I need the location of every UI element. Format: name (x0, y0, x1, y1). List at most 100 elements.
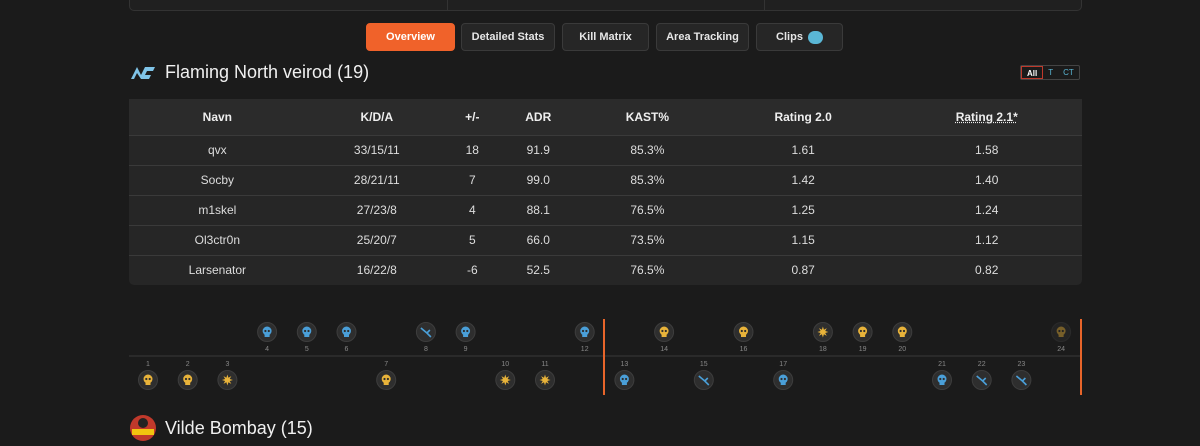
eye (188, 377, 191, 381)
round-icon (217, 370, 238, 390)
cell: 33/15/11 (305, 134, 448, 165)
cell: 1.58 (891, 134, 1082, 165)
round-icon (932, 370, 952, 390)
tab[interactable]: Kill Matrix (562, 23, 649, 51)
cell: 28/21/11 (305, 164, 448, 195)
round-icon (415, 322, 436, 342)
tab[interactable]: Area Tracking (656, 23, 749, 51)
cell: 91.9 (496, 134, 580, 165)
round-number: 19 (859, 346, 867, 353)
round-number: 3 (225, 361, 229, 368)
cell: 76.5% (579, 254, 715, 285)
filter-option[interactable]: T (1048, 68, 1054, 77)
skull (659, 326, 669, 336)
cell: 52.5 (496, 254, 580, 285)
explosion (221, 374, 233, 386)
eye (148, 377, 151, 381)
round-icon (376, 370, 397, 390)
skull-jaw (860, 334, 866, 337)
defuse (976, 375, 988, 386)
eye (304, 329, 307, 333)
skull (262, 326, 272, 336)
eye (942, 377, 945, 381)
round-icon (336, 322, 357, 342)
round-number: 20 (898, 346, 906, 353)
round-number: 13 (621, 361, 629, 368)
eye (267, 329, 270, 333)
defuse (1015, 375, 1027, 386)
round-number: 4 (265, 346, 269, 353)
round-icon (892, 322, 913, 342)
round-number: 18 (819, 346, 827, 353)
eye (661, 329, 664, 333)
stats-table: Navn K/D/A +/- ADR KAST% Rating 2.0 Rating 2.1… (129, 99, 1082, 285)
skull-jaw (661, 334, 667, 337)
cell: m1skel (129, 194, 306, 225)
round-number: 16 (740, 346, 748, 353)
round-number: 15 (700, 361, 708, 368)
cell: 1.12 (891, 224, 1082, 255)
skull-jaw (1058, 334, 1064, 337)
eye (264, 329, 267, 333)
round-icon (852, 322, 873, 342)
column-header: ADR (496, 99, 580, 135)
skull-jaw (582, 334, 588, 337)
tab[interactable]: Detailed Stats (461, 23, 555, 51)
round-icon (257, 322, 278, 342)
eye (462, 329, 465, 333)
cell: 85.3% (579, 134, 715, 165)
side-filter: All T CT (1020, 65, 1080, 80)
round-icon (138, 370, 158, 390)
cell: 73.5% (579, 224, 715, 255)
tab-label: Kill Matrix (579, 31, 632, 43)
eye (780, 377, 783, 381)
summary-strip (129, 0, 1082, 11)
team-header: Flaming North veirod (19) (129, 62, 369, 83)
round-icon (535, 370, 555, 390)
cell: 76.5% (579, 194, 715, 225)
cell: Socby (129, 164, 306, 195)
round-number: 6 (345, 346, 349, 353)
skull (739, 326, 748, 336)
eye (581, 329, 585, 333)
cell: 1.25 (714, 194, 892, 225)
round-icon (971, 370, 992, 390)
eye (343, 329, 346, 333)
cell: 7 (447, 164, 497, 195)
filter-option[interactable]: CT (1063, 68, 1074, 77)
round-number: 21 (938, 361, 946, 368)
tab[interactable]: Overview (366, 23, 455, 51)
round-number: 8 (424, 346, 428, 353)
eye (184, 377, 188, 381)
team-name: Flaming North veirod (19) (165, 62, 370, 82)
eye (863, 329, 866, 333)
cell: 0.87 (714, 254, 892, 285)
explosion (539, 374, 551, 386)
cell: 85.3% (579, 164, 715, 195)
player-row: Ol3ctr0n 25/20/7 5 66.0 73.5% 1.15 1.12 (129, 224, 1082, 255)
column-header: Rating 2.1* (891, 99, 1082, 135)
round-icon (296, 322, 317, 342)
eye (1061, 329, 1064, 333)
cell: 66.0 (496, 224, 580, 255)
eye (383, 377, 386, 381)
round-icon (455, 322, 476, 342)
cell: -6 (447, 254, 497, 285)
tab[interactable]: Clips (756, 23, 843, 51)
team-header: Vilde Bombay (15) (129, 414, 313, 442)
skull-jaw (185, 382, 191, 385)
defuse (420, 327, 432, 338)
filter-option[interactable]: All (1021, 66, 1044, 79)
round-number: 9 (464, 346, 468, 353)
column-header: KAST% (579, 99, 715, 135)
team-logo (131, 66, 155, 79)
skull-jaw (621, 382, 627, 385)
cell: Ol3ctr0n (129, 224, 306, 255)
cell: 1.40 (891, 164, 1082, 195)
eye (1058, 329, 1061, 333)
player-row: m1skel 27/23/8 4 88.1 76.5% 1.25 1.24 (129, 194, 1082, 225)
skull-jaw (344, 334, 349, 337)
eye (625, 377, 628, 381)
round-number: 2 (186, 361, 190, 368)
